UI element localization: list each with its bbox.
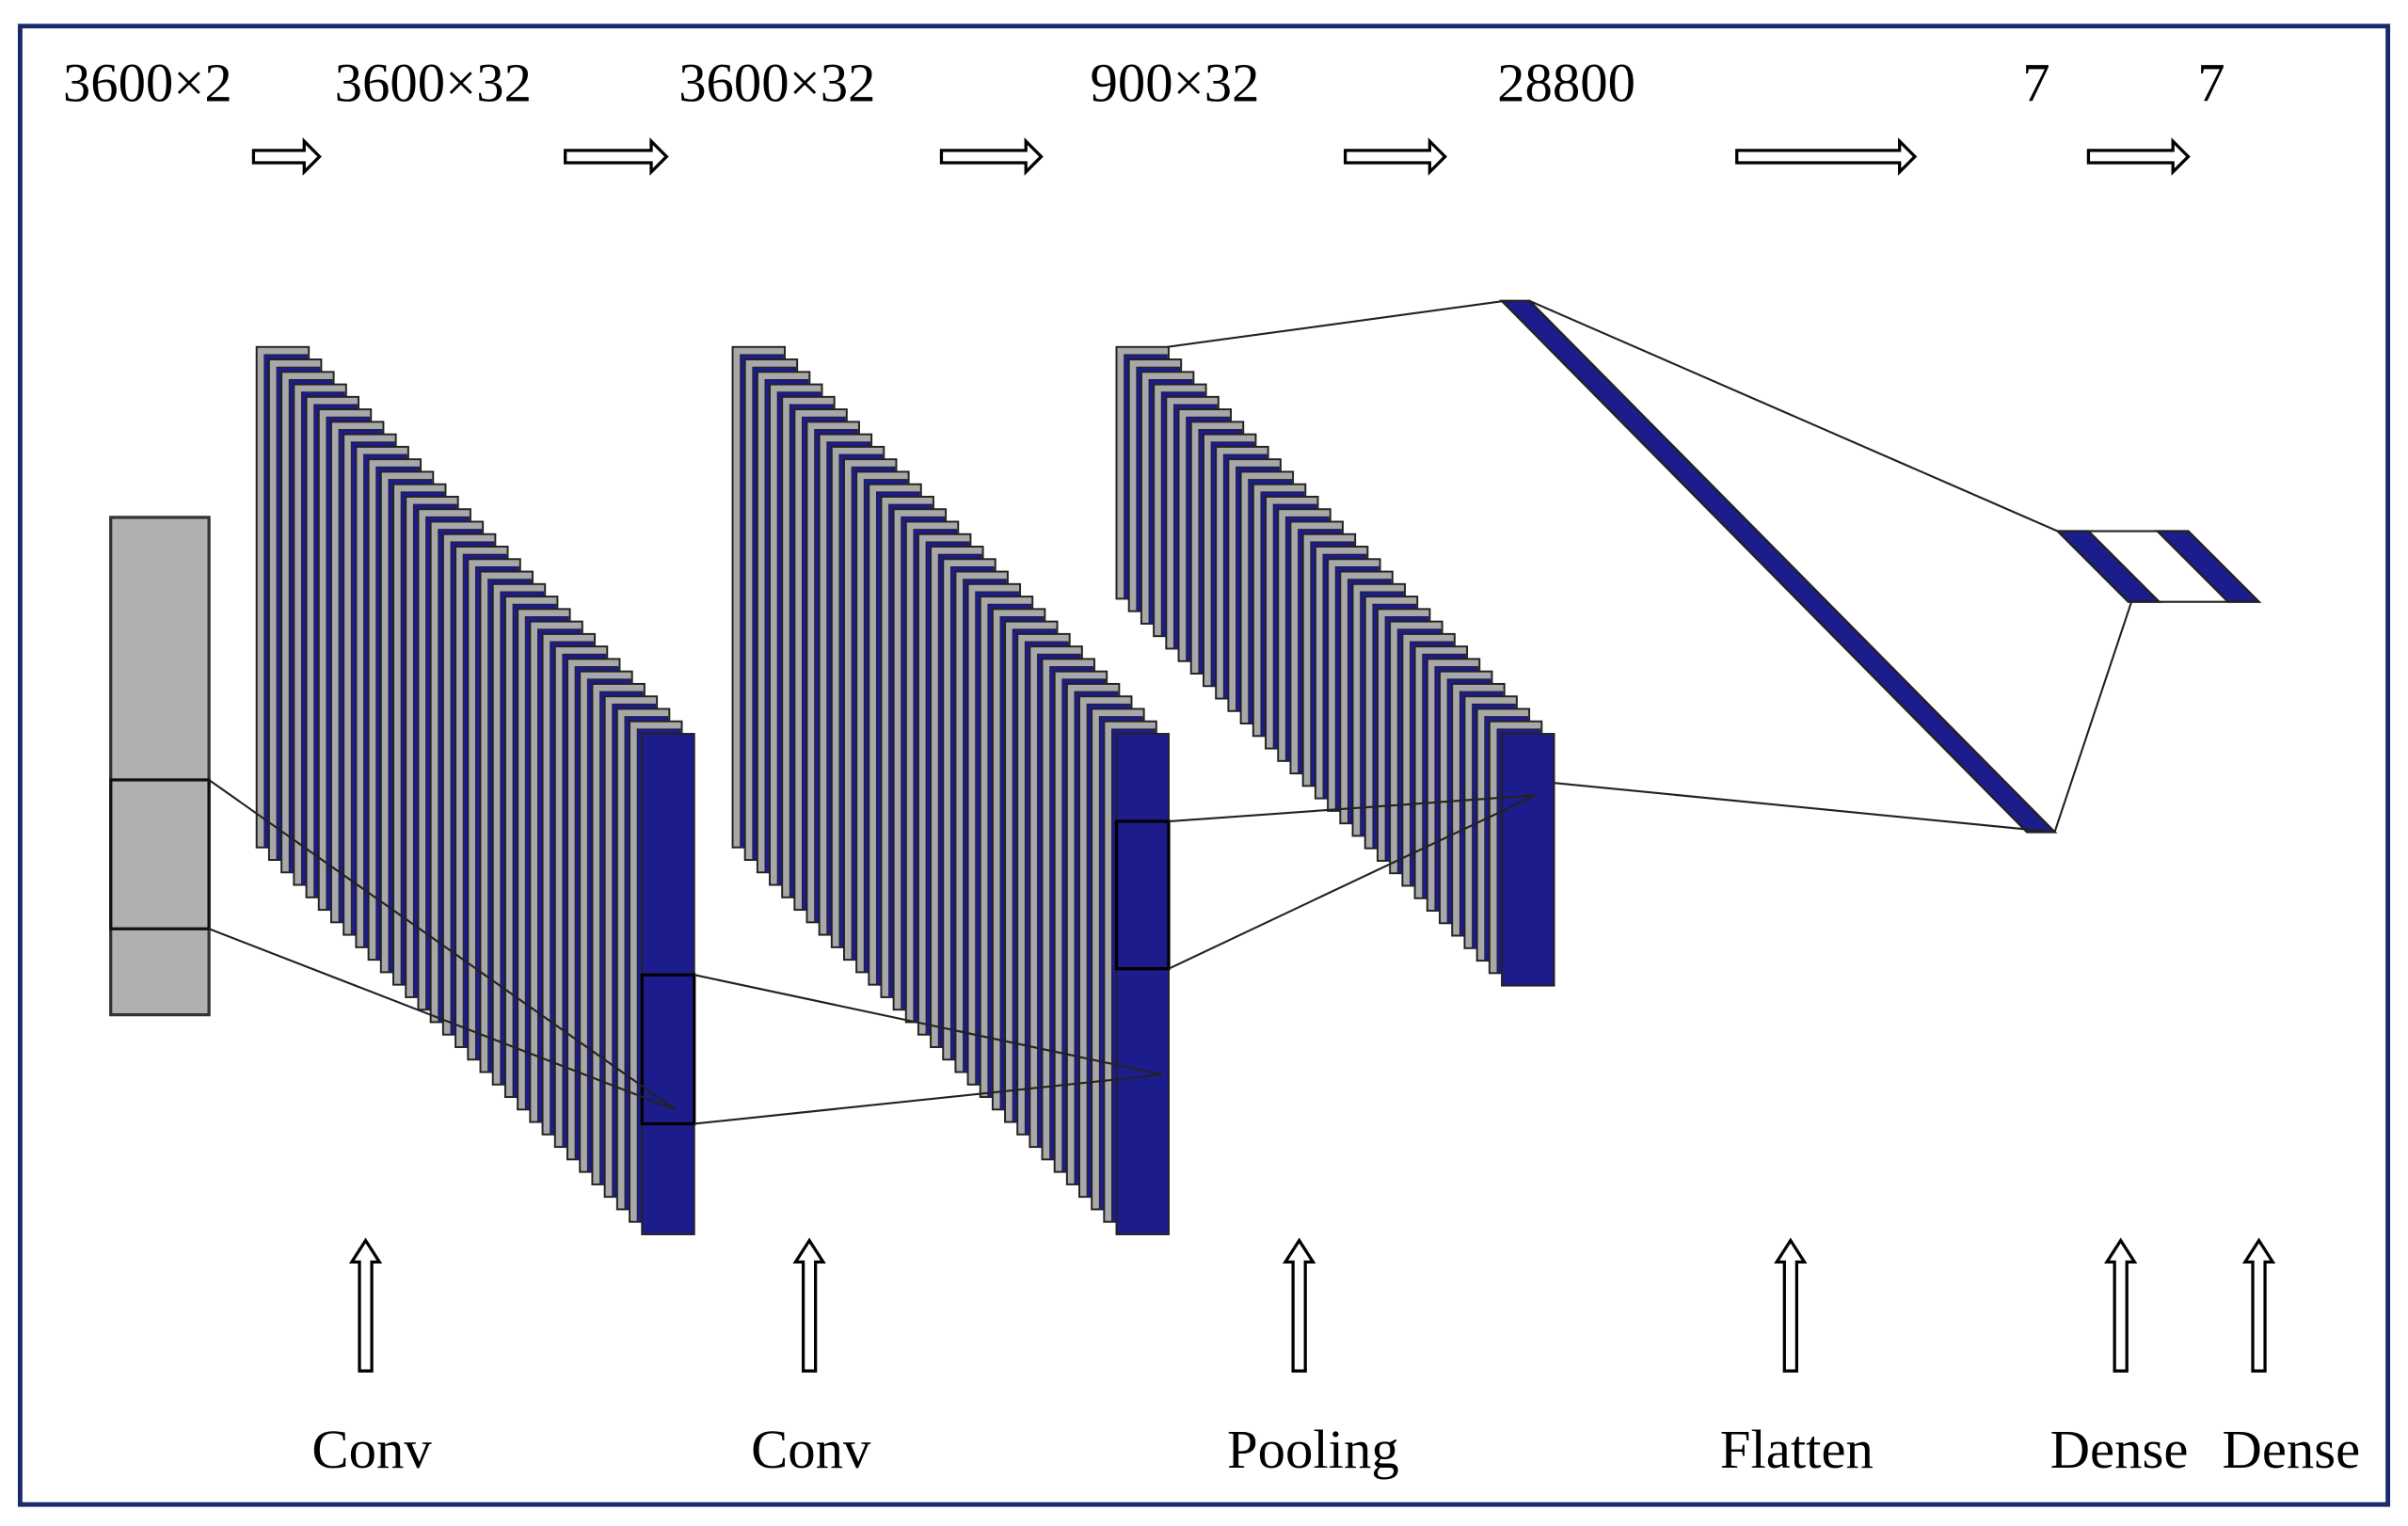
connector (1167, 299, 1506, 348)
connector (208, 928, 677, 1111)
right-arrow (1343, 137, 1447, 176)
shape-label: 7 (2022, 53, 2049, 114)
labels: 3600×2 3600×32 3600×32 900×32 28800 7 7 Conv Con… (63, 53, 2360, 1480)
connector (694, 1073, 1163, 1125)
up-arrow (792, 1237, 826, 1373)
right-arrow (939, 137, 1044, 176)
feature-map (1501, 733, 1555, 987)
shape-label: 3600×32 (678, 53, 875, 114)
connector (694, 974, 1163, 1076)
connector (1529, 299, 2059, 533)
layer-label: Dense (2050, 1419, 2189, 1480)
layer-label: Conv (751, 1419, 871, 1480)
layer-label: Pooling (1227, 1419, 1399, 1480)
layer-label: Conv (311, 1419, 432, 1480)
up-arrow (2104, 1237, 2138, 1373)
shape-label: 28800 (1497, 53, 1635, 114)
connector (1168, 794, 1537, 823)
connector (2053, 601, 2133, 833)
shape-label: 7 (2197, 53, 2225, 114)
window (1114, 819, 1171, 971)
input-map (109, 516, 211, 1017)
window (640, 973, 696, 1126)
connector (1554, 782, 2055, 834)
connector (208, 779, 677, 1111)
right-arrow (1735, 137, 1918, 176)
shape-label: 900×32 (1091, 53, 1260, 114)
input-window (109, 778, 211, 930)
dense-layer (2154, 530, 2262, 603)
connector (1168, 794, 1537, 970)
up-arrow (1774, 1237, 1808, 1373)
right-arrow (251, 137, 322, 176)
shape-label: 3600×2 (63, 53, 232, 114)
layer-label: Dense (2222, 1419, 2360, 1480)
right-arrow (2086, 137, 2191, 176)
layer-label: Flatten (1720, 1419, 1874, 1480)
feature-map (641, 733, 695, 1235)
up-arrow (348, 1237, 383, 1373)
right-arrow (564, 137, 669, 176)
up-arrow (1282, 1237, 1316, 1373)
shape-label: 3600×32 (335, 53, 532, 114)
layers (109, 137, 2276, 1373)
up-arrow (2241, 1237, 2276, 1373)
feature-map (1115, 733, 1170, 1235)
